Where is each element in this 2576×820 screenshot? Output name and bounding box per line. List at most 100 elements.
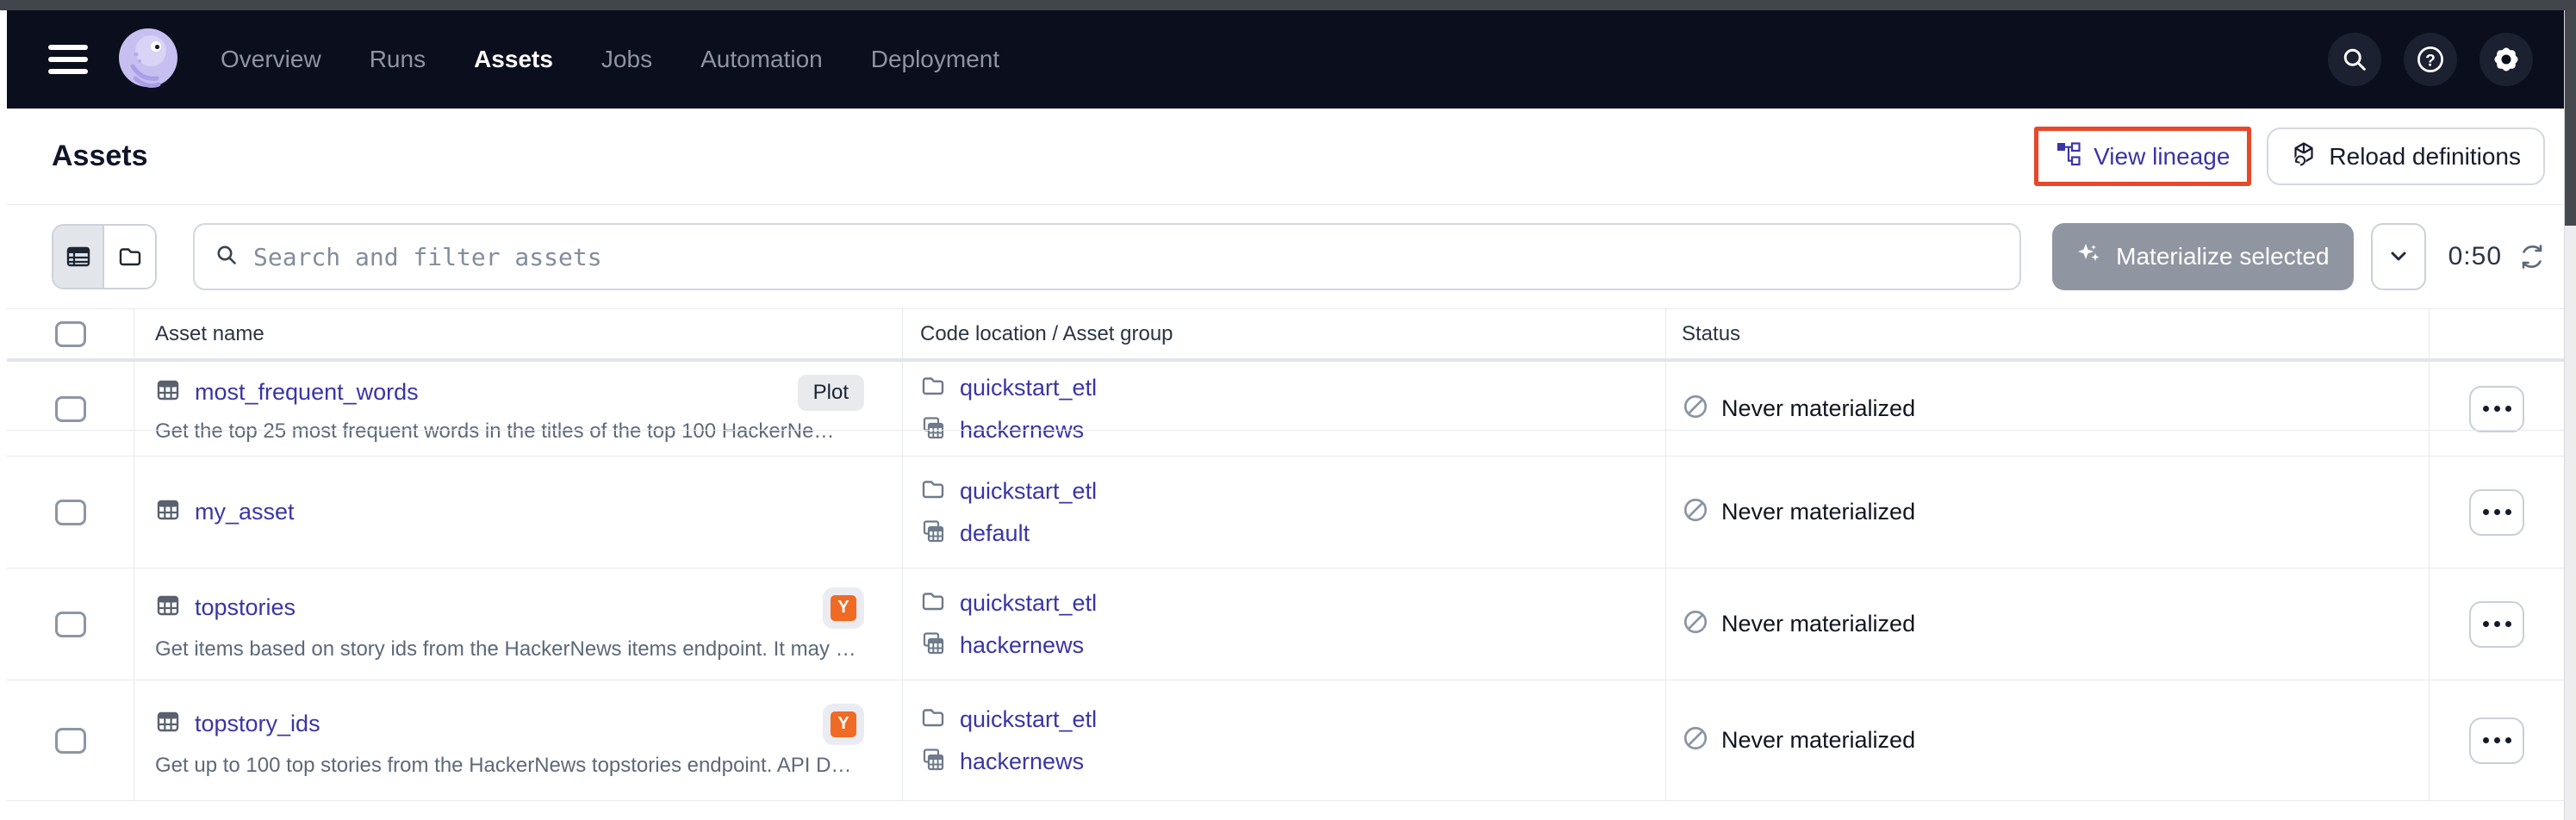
table-icon (155, 709, 181, 739)
view-lineage-label: View lineage (2094, 142, 2231, 170)
status-text: Never materialized (1721, 611, 1916, 637)
code-location-link[interactable]: quickstart_etl (960, 589, 1098, 616)
nav-item-jobs[interactable]: Jobs (600, 46, 653, 72)
table-row: topstory_ids Y Get up to 100 top stories… (7, 680, 2564, 801)
row-checkbox[interactable] (54, 499, 86, 525)
asset-group-link[interactable]: hackernews (960, 748, 1085, 774)
view-lineage-button[interactable]: View lineage (2034, 127, 2252, 186)
yc-logo-icon: Y (831, 594, 856, 621)
reload-definitions-button[interactable]: Reload definitions (2267, 127, 2545, 185)
materialize-options-button[interactable] (2370, 223, 2426, 290)
assets-toolbar: Materialize selected 0:50 (7, 205, 2564, 308)
nav-item-automation[interactable]: Automation (700, 46, 823, 72)
asset-group-icon (920, 631, 946, 661)
asset-description: Get items based on story ids from the Ha… (155, 637, 856, 661)
hamburger-menu-icon[interactable] (48, 45, 88, 74)
chevron-down-icon (2385, 242, 2412, 272)
nav-item-assets[interactable]: Assets (474, 46, 553, 72)
page-title: Assets (52, 140, 148, 172)
asset-group-link[interactable]: default (960, 519, 1030, 546)
folder-icon (920, 588, 946, 618)
nav-item-overview[interactable]: Overview (221, 46, 321, 72)
kind-badge-hackernews: Y (823, 587, 864, 629)
asset-group-link[interactable]: hackernews (960, 416, 1085, 443)
asset-link[interactable]: topstory_ids (195, 711, 320, 736)
asset-group-link[interactable]: hackernews (960, 631, 1085, 658)
asset-group-icon (920, 519, 946, 549)
table-row: my_asset quickstart_etl (7, 457, 2564, 568)
window-top-strip (0, 0, 2576, 10)
view-toggle (52, 224, 157, 289)
column-header-status: Status (1666, 309, 2430, 358)
dagster-logo[interactable] (114, 25, 183, 94)
slashed-circle-icon (1682, 608, 1709, 640)
select-all-checkbox[interactable] (54, 320, 86, 347)
table-header-row: Asset name Code location / Asset group S… (7, 308, 2564, 362)
materialize-selected-label: Materialize selected (2116, 243, 2330, 270)
asset-description: Get up to 100 top stories from the Hacke… (155, 753, 852, 777)
svg-text:?: ? (2425, 52, 2436, 70)
row-menu-button[interactable] (2469, 488, 2524, 536)
code-location-link[interactable]: quickstart_etl (960, 477, 1098, 504)
magnifier-icon (214, 242, 240, 272)
lineage-graph-icon (2056, 141, 2081, 171)
nav-right-icons: ? (2328, 33, 2533, 86)
sparkle-icon (2076, 241, 2102, 273)
table-row: topstories Y Get items based on story id… (7, 568, 2564, 680)
asset-group-icon (920, 747, 946, 777)
nav-item-deployment[interactable]: Deployment (870, 46, 1000, 72)
nav-item-runs[interactable]: Runs (369, 46, 426, 72)
column-header-asset-name: Asset name (134, 309, 903, 358)
folder-icon (920, 373, 946, 403)
row-checkbox[interactable] (54, 727, 86, 754)
kind-badge-plot: Plot (797, 374, 864, 411)
code-location-link[interactable]: quickstart_etl (960, 374, 1098, 401)
table-icon (155, 377, 181, 407)
refresh-countdown: 0:50 (2448, 242, 2502, 270)
scrollbar-thumb[interactable] (2565, 10, 2576, 226)
slashed-circle-icon (1682, 496, 1709, 528)
column-header-actions (2430, 309, 2564, 358)
column-header-code-location: Code location / Asset group (903, 309, 1666, 358)
search-bar (193, 223, 2022, 290)
row-menu-button[interactable] (2469, 717, 2524, 764)
assets-table: Asset name Code location / Asset group S… (7, 308, 2564, 801)
table-row: most_frequent_words Plot Get the top 25 … (7, 362, 2564, 457)
refresh-cycle-icon[interactable] (2517, 242, 2547, 271)
row-checkbox[interactable] (54, 611, 86, 637)
vertical-scrollbar[interactable] (2564, 10, 2576, 820)
materialize-selected-button[interactable]: Materialize selected (2052, 223, 2354, 290)
reload-definitions-label: Reload definitions (2329, 142, 2521, 170)
status-text: Never materialized (1721, 499, 1916, 525)
table-view-icon[interactable] (53, 226, 104, 288)
status-text: Never materialized (1721, 395, 1916, 421)
folder-icon (920, 705, 946, 735)
table-icon (155, 497, 181, 527)
row-menu-button[interactable] (2469, 600, 2524, 648)
nav-items: Overview Runs Assets Jobs Automation Dep… (221, 46, 999, 73)
folder-view-icon[interactable] (104, 226, 155, 288)
asset-group-icon (920, 415, 946, 445)
asset-description: Get the top 25 most frequent words in th… (155, 419, 835, 443)
top-navbar: Overview Runs Assets Jobs Automation Dep… (7, 10, 2564, 109)
page-header: Assets View lineage (7, 109, 2564, 205)
asset-link[interactable]: my_asset (195, 499, 295, 525)
kind-badge-hackernews: Y (823, 703, 864, 745)
help-icon[interactable]: ? (2404, 33, 2457, 86)
slashed-circle-icon (1682, 724, 1709, 756)
header-actions: View lineage Reload definitions (2034, 127, 2545, 186)
code-location-link[interactable]: quickstart_etl (960, 705, 1098, 732)
row-checkbox[interactable] (54, 395, 86, 422)
reload-icon (2291, 141, 2317, 171)
yc-logo-icon: Y (831, 711, 856, 737)
settings-icon[interactable] (2480, 33, 2533, 86)
search-icon[interactable] (2328, 33, 2381, 86)
search-input[interactable] (253, 242, 2001, 271)
table-icon (155, 593, 181, 623)
slashed-circle-icon (1682, 393, 1709, 425)
assets-page: Assets View lineage (7, 109, 2564, 820)
asset-link[interactable]: most_frequent_words (195, 379, 419, 405)
row-menu-button[interactable] (2469, 385, 2524, 432)
asset-link[interactable]: topstories (195, 594, 296, 620)
